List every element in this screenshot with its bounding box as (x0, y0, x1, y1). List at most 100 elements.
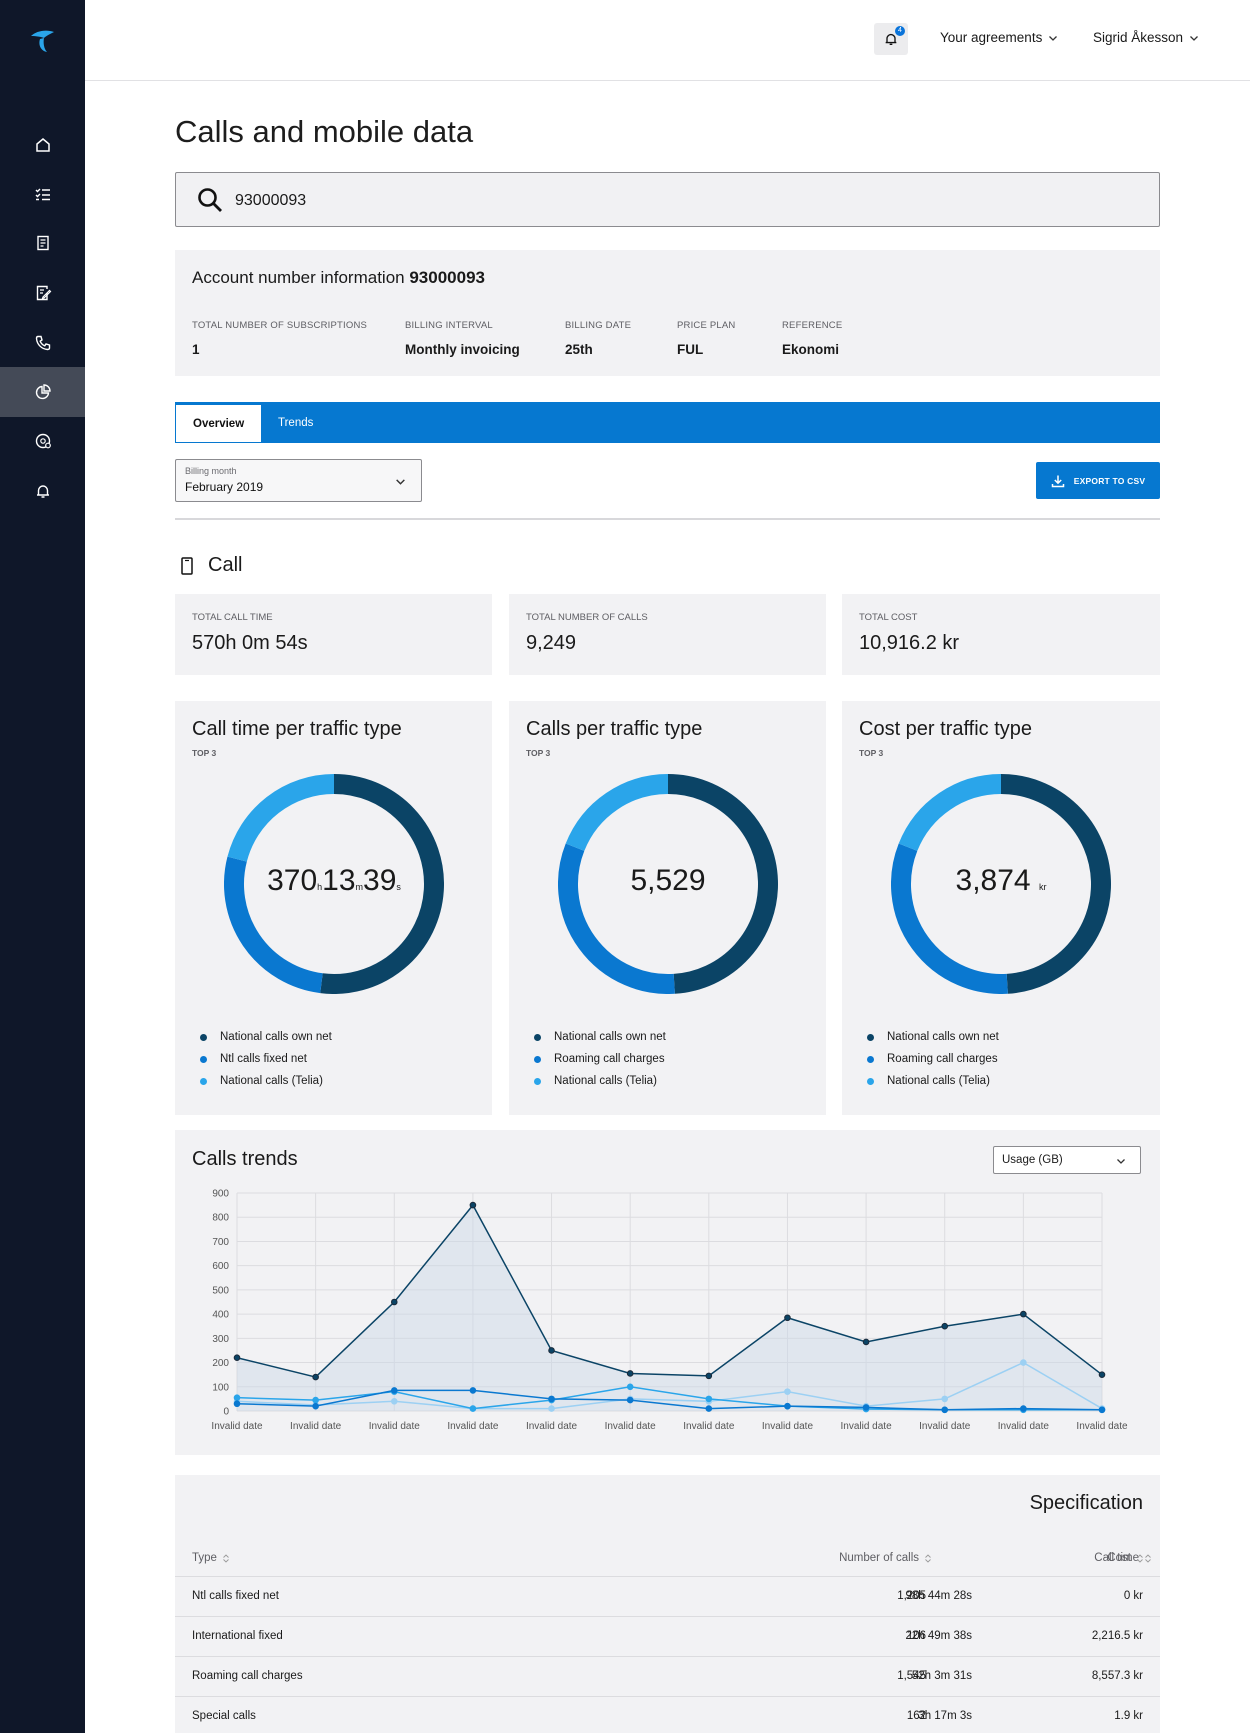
view-tabs: Overview Trends (175, 402, 1160, 443)
data-point[interactable] (548, 1395, 555, 1403)
legend-item: Roaming call charges (867, 1048, 999, 1070)
nav-checklist[interactable] (0, 169, 85, 219)
data-point[interactable] (469, 1405, 477, 1412)
y-tick-label: 200 (212, 1358, 229, 1369)
column-header-time[interactable]: Call time (875, 1552, 1151, 1564)
data-point[interactable] (1098, 1371, 1106, 1378)
nav-calls[interactable] (0, 318, 85, 368)
data-point[interactable] (784, 1402, 791, 1410)
stat-card-call-time: Total call time 570h 0m 54s (175, 594, 492, 675)
data-point[interactable] (233, 1354, 241, 1362)
user-menu[interactable]: Sigrid Åkesson (1093, 30, 1199, 45)
data-point[interactable] (1020, 1310, 1027, 1318)
notification-count-badge: 4 (895, 26, 905, 36)
meta-value: FUL (677, 342, 704, 357)
hours-value: 370 (267, 864, 318, 897)
donut-segment (320, 774, 444, 994)
data-point[interactable] (1098, 1406, 1106, 1414)
page-title: Calls and mobile data (175, 114, 474, 149)
cost-unit: kr (1038, 882, 1047, 892)
tab-trends[interactable]: Trends (278, 416, 314, 429)
data-point[interactable] (312, 1402, 319, 1410)
table-row[interactable]: International fixed 106 22h 49m 38s 2,21… (175, 1616, 1160, 1656)
data-point[interactable] (233, 1394, 241, 1401)
search-input[interactable]: 93000093 (235, 192, 307, 209)
billing-month-select[interactable]: Billing month February 2019 (175, 459, 422, 502)
data-point[interactable] (626, 1370, 634, 1377)
donut-chart (558, 774, 778, 994)
nav-settings[interactable] (0, 416, 85, 466)
data-point[interactable] (390, 1387, 398, 1394)
data-point[interactable] (705, 1372, 713, 1380)
nav-contract[interactable] (0, 268, 85, 318)
stat-value: 570h 0m 54s (192, 632, 308, 654)
column-header-cost[interactable]: Cost (1055, 1552, 1143, 1564)
chevron-down-icon (1049, 35, 1058, 41)
data-point[interactable] (784, 1388, 791, 1395)
data-point[interactable] (233, 1400, 241, 1408)
x-tick-label: Invalid date (211, 1421, 263, 1432)
account-info-card: Account number information 93000093 Tota… (175, 250, 1160, 376)
data-point[interactable] (941, 1406, 949, 1414)
telia-logo-icon[interactable] (26, 22, 58, 54)
invoice-icon (36, 235, 49, 251)
notifications-button[interactable]: 4 (874, 23, 908, 55)
minutes-value: 13 (322, 864, 356, 897)
specification-title: Specification (1029, 1492, 1143, 1514)
legend-dot (200, 1033, 207, 1041)
data-point[interactable] (705, 1395, 713, 1403)
data-point[interactable] (312, 1396, 319, 1404)
data-point[interactable] (705, 1405, 713, 1412)
cell-type: International fixed (192, 1630, 283, 1642)
data-point[interactable] (941, 1322, 949, 1330)
data-point[interactable] (469, 1201, 477, 1209)
data-point[interactable] (390, 1298, 398, 1306)
column-header-type[interactable]: Type (192, 1552, 229, 1564)
home-icon (35, 138, 50, 152)
donut-center-value: 370h13m39s (224, 864, 444, 898)
donut-card-calls: Calls per traffic type TOP 3 5,529 Natio… (509, 701, 826, 1115)
legend-dot (867, 1033, 874, 1041)
agreements-menu[interactable]: Your agreements (940, 30, 1058, 45)
legend-label: Ntl calls fixed net (220, 1053, 307, 1065)
table-row[interactable]: Roaming call charges 1,545 52h 3m 31s 8,… (175, 1656, 1160, 1696)
account-search[interactable]: 93000093 (175, 172, 1160, 227)
meta-billing-interval: Billing interval Monthly invoicing (405, 320, 520, 357)
meta-label: Reference (782, 320, 843, 331)
nav-home[interactable] (0, 120, 85, 170)
donut-segment (565, 774, 669, 852)
y-tick-label: 500 (212, 1285, 229, 1296)
stat-label: Total number of calls (526, 612, 648, 623)
data-point[interactable] (312, 1373, 319, 1381)
data-point[interactable] (626, 1383, 634, 1391)
metric-select[interactable]: Usage (GB) (993, 1146, 1141, 1174)
chevron-down-icon (1190, 35, 1199, 41)
trends-title: Calls trends (192, 1148, 298, 1170)
data-point[interactable] (548, 1347, 555, 1354)
data-point[interactable] (784, 1314, 791, 1322)
data-point[interactable] (548, 1405, 555, 1412)
table-row[interactable]: Special calls 162 3h 17m 3s 1.9 kr (175, 1696, 1160, 1733)
table-row[interactable]: Ntl calls fixed net 1,205 98h 44m 28s 0 … (175, 1576, 1160, 1616)
data-point[interactable] (469, 1387, 477, 1394)
column-header-calls[interactable]: Number of calls (655, 1552, 931, 1564)
export-csv-button[interactable]: EXPORT TO CSV (1036, 462, 1160, 499)
nav-invoice[interactable] (0, 218, 85, 268)
data-point[interactable] (862, 1338, 870, 1346)
meta-label: Price plan (677, 320, 736, 331)
data-point[interactable] (626, 1396, 634, 1404)
donut-title: Calls per traffic type (526, 718, 703, 740)
data-point[interactable] (862, 1404, 870, 1411)
nav-usage-statistics[interactable] (0, 367, 85, 417)
tab-overview[interactable]: Overview (176, 403, 261, 442)
y-tick-label: 300 (212, 1334, 229, 1345)
data-point[interactable] (1020, 1359, 1027, 1366)
data-point[interactable] (1020, 1405, 1027, 1412)
data-point[interactable] (390, 1398, 398, 1405)
meta-value: 1 (192, 342, 200, 357)
nav-notifications[interactable] (0, 466, 85, 516)
cell-calls: 1,545 (897, 1670, 926, 1682)
sort-icon (1137, 1553, 1143, 1563)
legend-dot (867, 1055, 874, 1063)
data-point[interactable] (941, 1395, 949, 1403)
